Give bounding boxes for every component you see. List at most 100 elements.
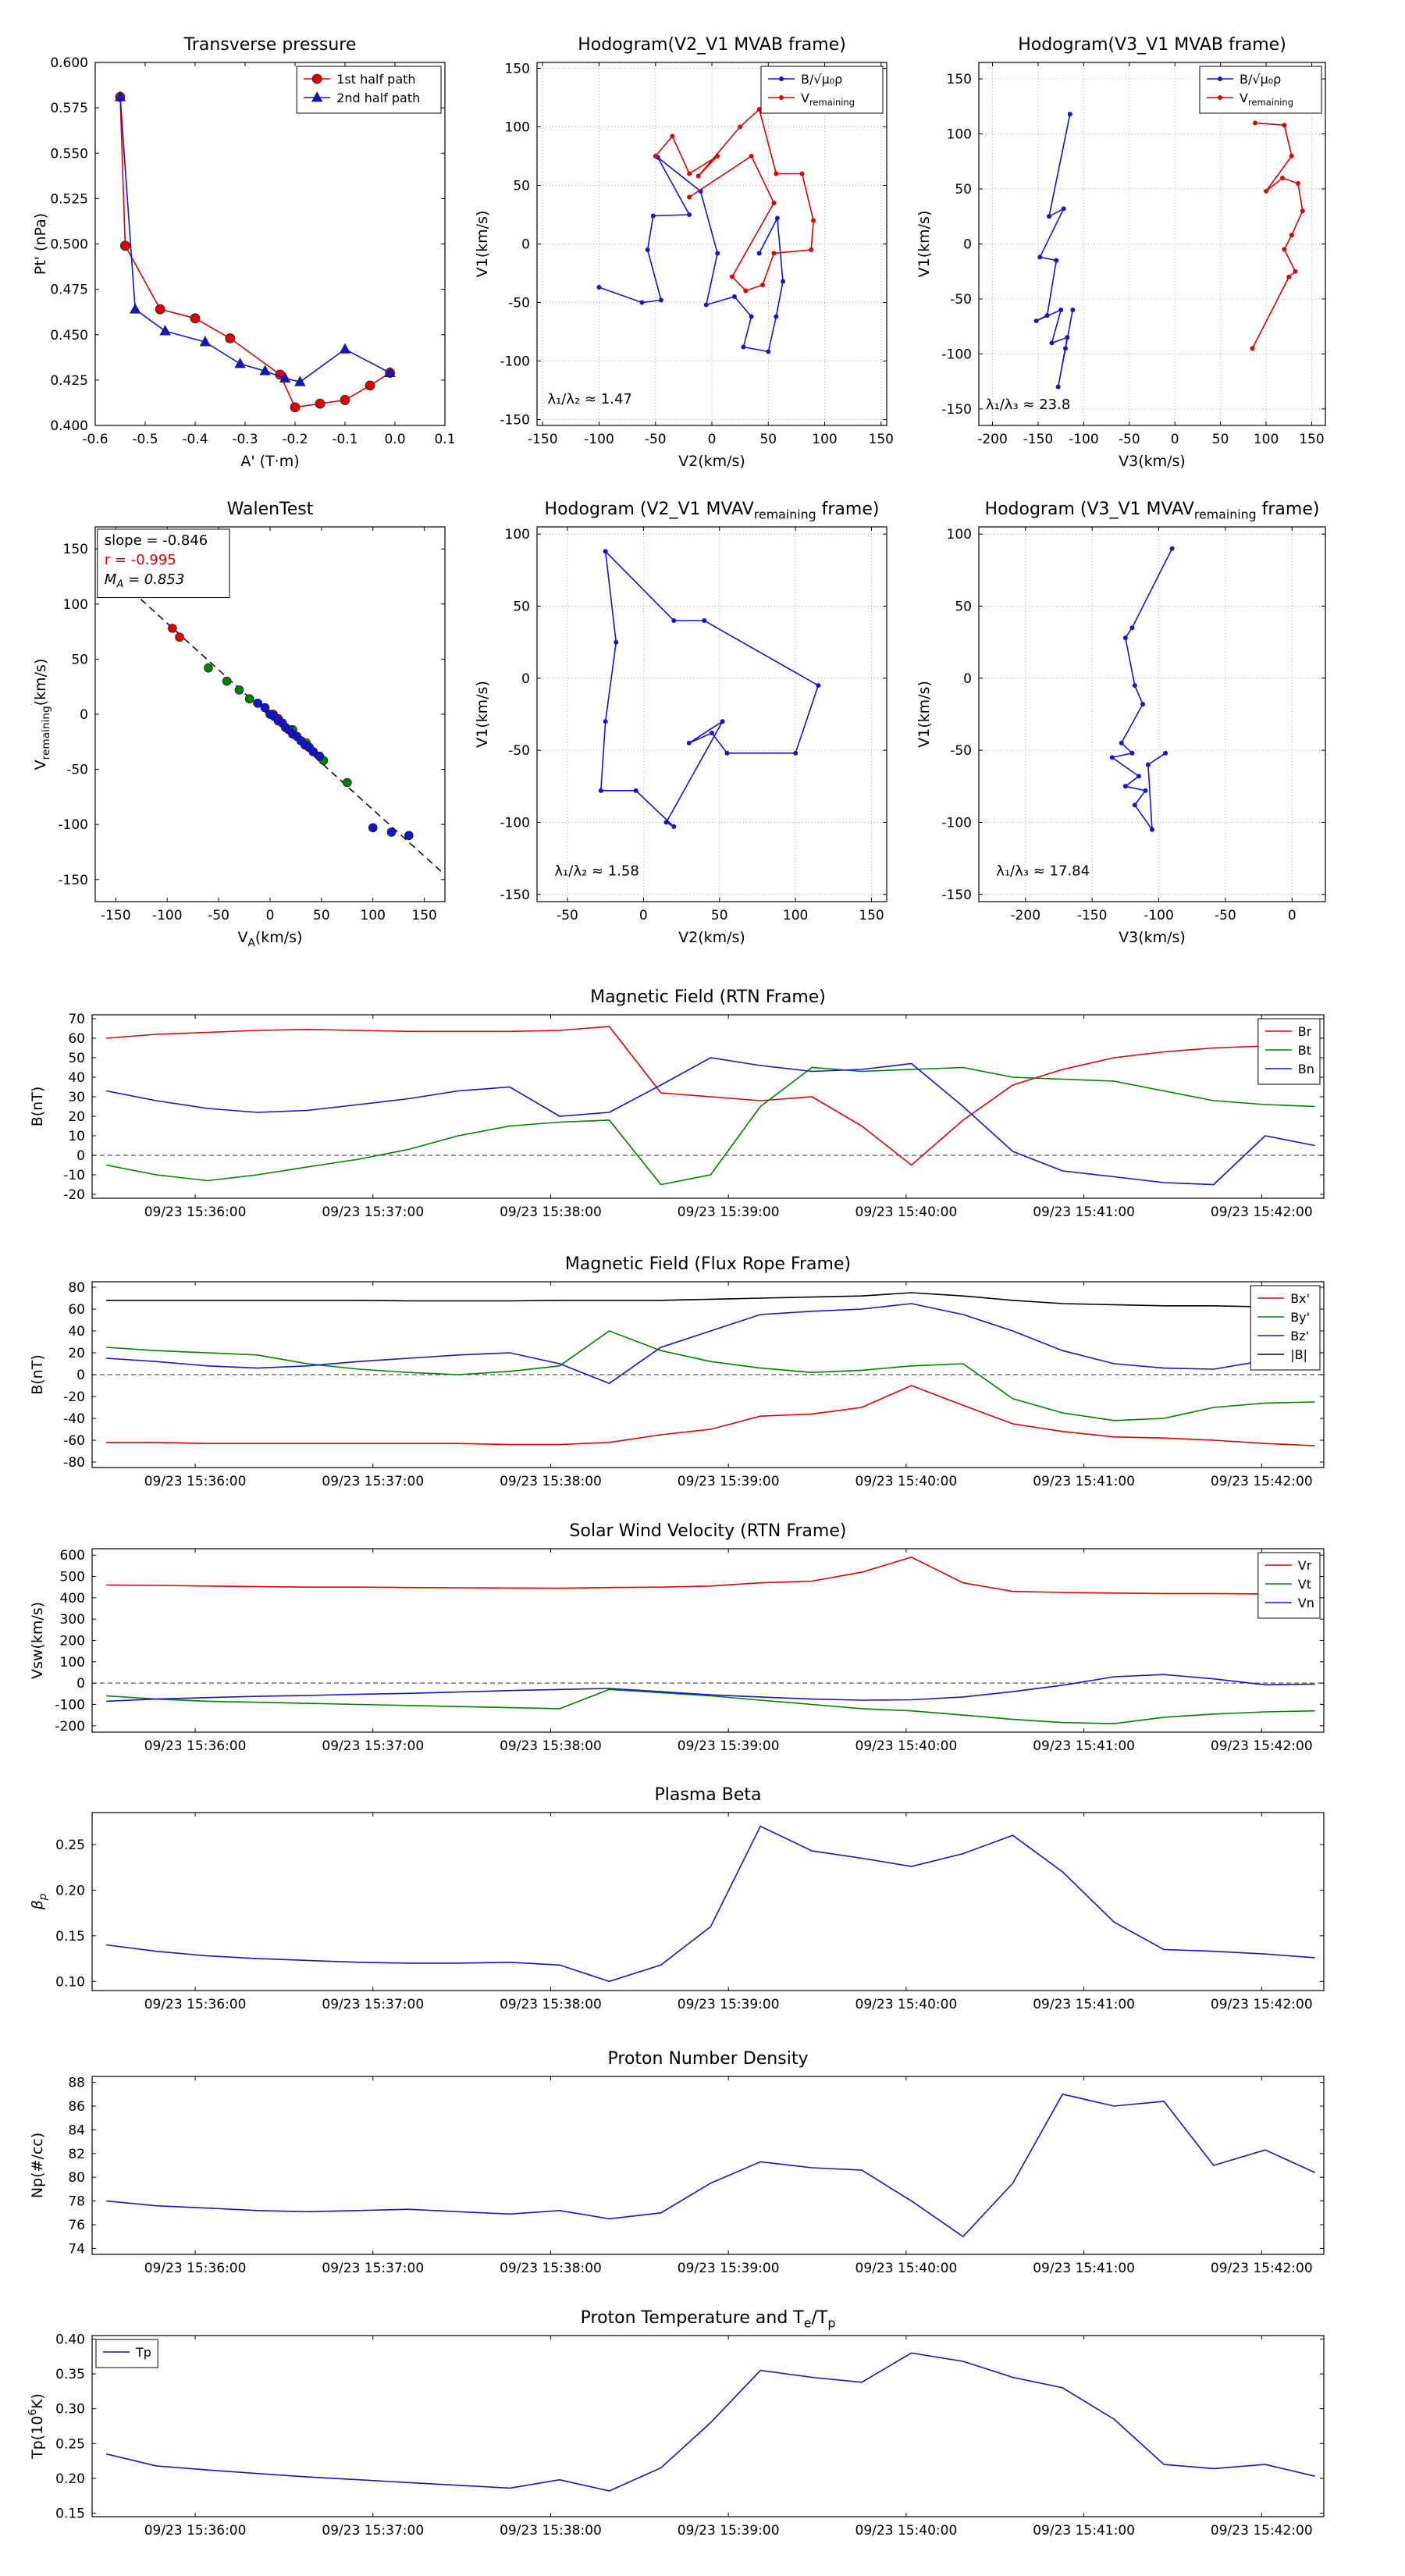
svg-text:Bz': Bz': [1290, 1329, 1309, 1343]
svg-text:09/23 15:39:00: 09/23 15:39:00: [678, 1738, 780, 1754]
svg-text:Vremaining: Vremaining: [801, 91, 855, 108]
svg-text:0: 0: [1171, 432, 1179, 447]
svg-text:|B|: |B|: [1290, 1347, 1307, 1362]
svg-text:200: 200: [60, 1634, 85, 1649]
plot-solar-wind-velocity: 09/23 15:36:00 09/23 15:37:00 09/23 15:38:…: [29, 1521, 1325, 1754]
x-axis-label: V2(km/s): [678, 929, 745, 946]
series-group: [106, 1292, 1315, 1446]
plot-walen-test: -150 -100 -50 0 50 100 150 -150 -100 -50 0 50 100 150…: [32, 500, 446, 949]
svg-text:-200: -200: [977, 432, 1008, 447]
svg-text:Bn: Bn: [1298, 1062, 1314, 1076]
y-axis-label: B(nT): [29, 1354, 46, 1395]
gridlines: [979, 527, 1325, 902]
svg-text:-200: -200: [1010, 908, 1040, 923]
svg-text:-100: -100: [500, 354, 530, 370]
chart-title: Plasma Beta: [655, 1785, 762, 1805]
svg-text:80: 80: [68, 1280, 85, 1296]
svg-text:150: 150: [947, 72, 972, 87]
chart-title: Hodogram (V2_V1 MVAVremaining frame): [545, 500, 880, 522]
axes-frame: [91, 1812, 1325, 1991]
svg-text:80: 80: [68, 2170, 85, 2186]
plot-mag-rtn: 09/23 15:36:00 09/23 15:37:00 09/23 15:38:…: [29, 987, 1325, 1220]
chart-title: Proton Temperature and Te/Tp: [581, 2308, 836, 2331]
svg-text:-40: -40: [63, 1411, 85, 1427]
svg-text:100: 100: [505, 527, 530, 543]
axes-frame: [91, 1014, 1325, 1199]
series-group: [106, 1026, 1315, 1186]
gridlines: [537, 527, 887, 902]
svg-text:-20: -20: [63, 1389, 85, 1405]
svg-text:50: 50: [513, 179, 530, 194]
ticks: -150 -100 -50 0 50 100 150 -150 -100 -50 0 50 100 150: [500, 62, 894, 448]
svg-text:0.40: 0.40: [55, 2332, 85, 2347]
svg-text:09/23 15:42:00: 09/23 15:42:00: [1211, 1474, 1313, 1489]
svg-text:0.575: 0.575: [50, 101, 88, 116]
annotation-text: λ₁/λ₃ ≈ 23.8: [986, 397, 1070, 413]
ticks: -50 0 50 100 150 -150 -100 -50 0 50 100: [500, 527, 887, 923]
series-group: [106, 1557, 1315, 1724]
series-group: [106, 2093, 1315, 2238]
chart-title: Hodogram(V2_V1 MVAB frame): [578, 35, 846, 55]
svg-text:0.475: 0.475: [50, 283, 88, 298]
svg-text:09/23 15:36:00: 09/23 15:36:00: [144, 2261, 247, 2276]
svg-text:-100: -100: [584, 432, 614, 447]
svg-text:0.15: 0.15: [55, 2507, 85, 2522]
plot-hodogram-v2v1-mvab: -150 -100 -50 0 50 100 150 -150 -100 -50 0 50 100 150…: [474, 35, 894, 470]
svg-text:86: 86: [68, 2099, 85, 2115]
svg-text:400: 400: [60, 1591, 85, 1606]
svg-text:09/23 15:40:00: 09/23 15:40:00: [855, 1997, 958, 2012]
svg-text:150: 150: [505, 62, 530, 77]
svg-text:09/23 15:39:00: 09/23 15:39:00: [678, 2261, 780, 2276]
svg-text:-150: -150: [941, 402, 972, 418]
svg-text:0.550: 0.550: [50, 146, 88, 162]
chart-walen-test: -150 -100 -50 0 50 100 150 -150 -100 -50 0 50 100 150…: [25, 488, 468, 960]
plot-hodogram-v3v1-mvav: -200 -150 -100 -50 0 -150 -100 -50 0 50 100 Hodogra…: [916, 500, 1326, 946]
svg-text:50: 50: [71, 652, 88, 667]
plot-transverse-pressure: -0.6 -0.5 -0.4 -0.3 -0.2 -0.1 0.0 0.1 0.400 0.425…: [32, 35, 456, 470]
svg-text:0: 0: [639, 908, 648, 923]
ticks: -150 -100 -50 0 50 100 150 -150 -100 -50 0 50 100 150: [58, 527, 445, 923]
svg-text:150: 150: [869, 432, 894, 447]
svg-text:100: 100: [947, 527, 972, 543]
svg-text:-150: -150: [1023, 432, 1054, 447]
svg-text:0: 0: [1288, 908, 1297, 923]
svg-text:-0.2: -0.2: [282, 432, 308, 447]
svg-text:50: 50: [313, 908, 330, 923]
series-group: [596, 107, 816, 354]
svg-text:09/23 15:41:00: 09/23 15:41:00: [1033, 1997, 1135, 2012]
plot-mag-flux-rope: 09/23 15:36:00 09/23 15:37:00 09/23 15:38:…: [29, 1254, 1325, 1489]
ticks: -200 -150 -100 -50 0 50 100 150 -150 -100 -50 0 50 10…: [941, 62, 1325, 447]
svg-text:-150: -150: [528, 432, 558, 447]
svg-text:09/23 15:38:00: 09/23 15:38:00: [500, 2261, 602, 2276]
svg-text:09/23 15:42:00: 09/23 15:42:00: [1211, 1997, 1313, 2012]
svg-text:0.0: 0.0: [384, 432, 405, 447]
plot-hodogram-v2v1-mvav: -50 0 50 100 150 -150 -100 -50 0 50 100 Hodogram (V…: [474, 500, 887, 946]
annotation-text: λ₁/λ₂ ≈ 1.58: [554, 863, 638, 879]
svg-text:0: 0: [963, 671, 972, 687]
svg-text:0.450: 0.450: [50, 328, 88, 343]
axes-frame: [536, 526, 887, 902]
svg-text:-100: -100: [1069, 432, 1099, 447]
svg-text:09/23 15:38:00: 09/23 15:38:00: [500, 2523, 602, 2539]
svg-text:20: 20: [68, 1346, 85, 1361]
svg-text:0.25: 0.25: [55, 1838, 85, 1853]
x-axis-label: V2(km/s): [678, 453, 745, 470]
ticks: 09/23 15:36:00 09/23 15:37:00 09/23 15:38:…: [68, 2076, 1324, 2276]
ticks: 09/23 15:36:00 09/23 15:37:00 09/23 15:38:…: [63, 1280, 1324, 1489]
gridlines: [979, 62, 1325, 425]
svg-text:76: 76: [68, 2218, 85, 2233]
y-axis-label: V1(km/s): [474, 681, 491, 748]
svg-text:0: 0: [521, 671, 530, 687]
x-axis-label: V3(km/s): [1119, 929, 1186, 946]
legend: Vr Vt Vn: [1257, 1552, 1321, 1619]
svg-text:09/23 15:40:00: 09/23 15:40:00: [855, 2261, 958, 2276]
axes-frame: [978, 526, 1326, 902]
svg-text:600: 600: [60, 1548, 85, 1564]
svg-text:09/23 15:36:00: 09/23 15:36:00: [144, 1738, 247, 1754]
plot-plasma-beta: 09/23 15:36:00 09/23 15:37:00 09/23 15:38:…: [29, 1785, 1325, 2012]
annotation-text: λ₁/λ₃ ≈ 17.84: [996, 863, 1090, 879]
svg-text:-20: -20: [63, 1187, 85, 1203]
svg-text:-100: -100: [1144, 908, 1174, 923]
legend: B/√μ₀ρ Vremaining: [1199, 66, 1322, 114]
